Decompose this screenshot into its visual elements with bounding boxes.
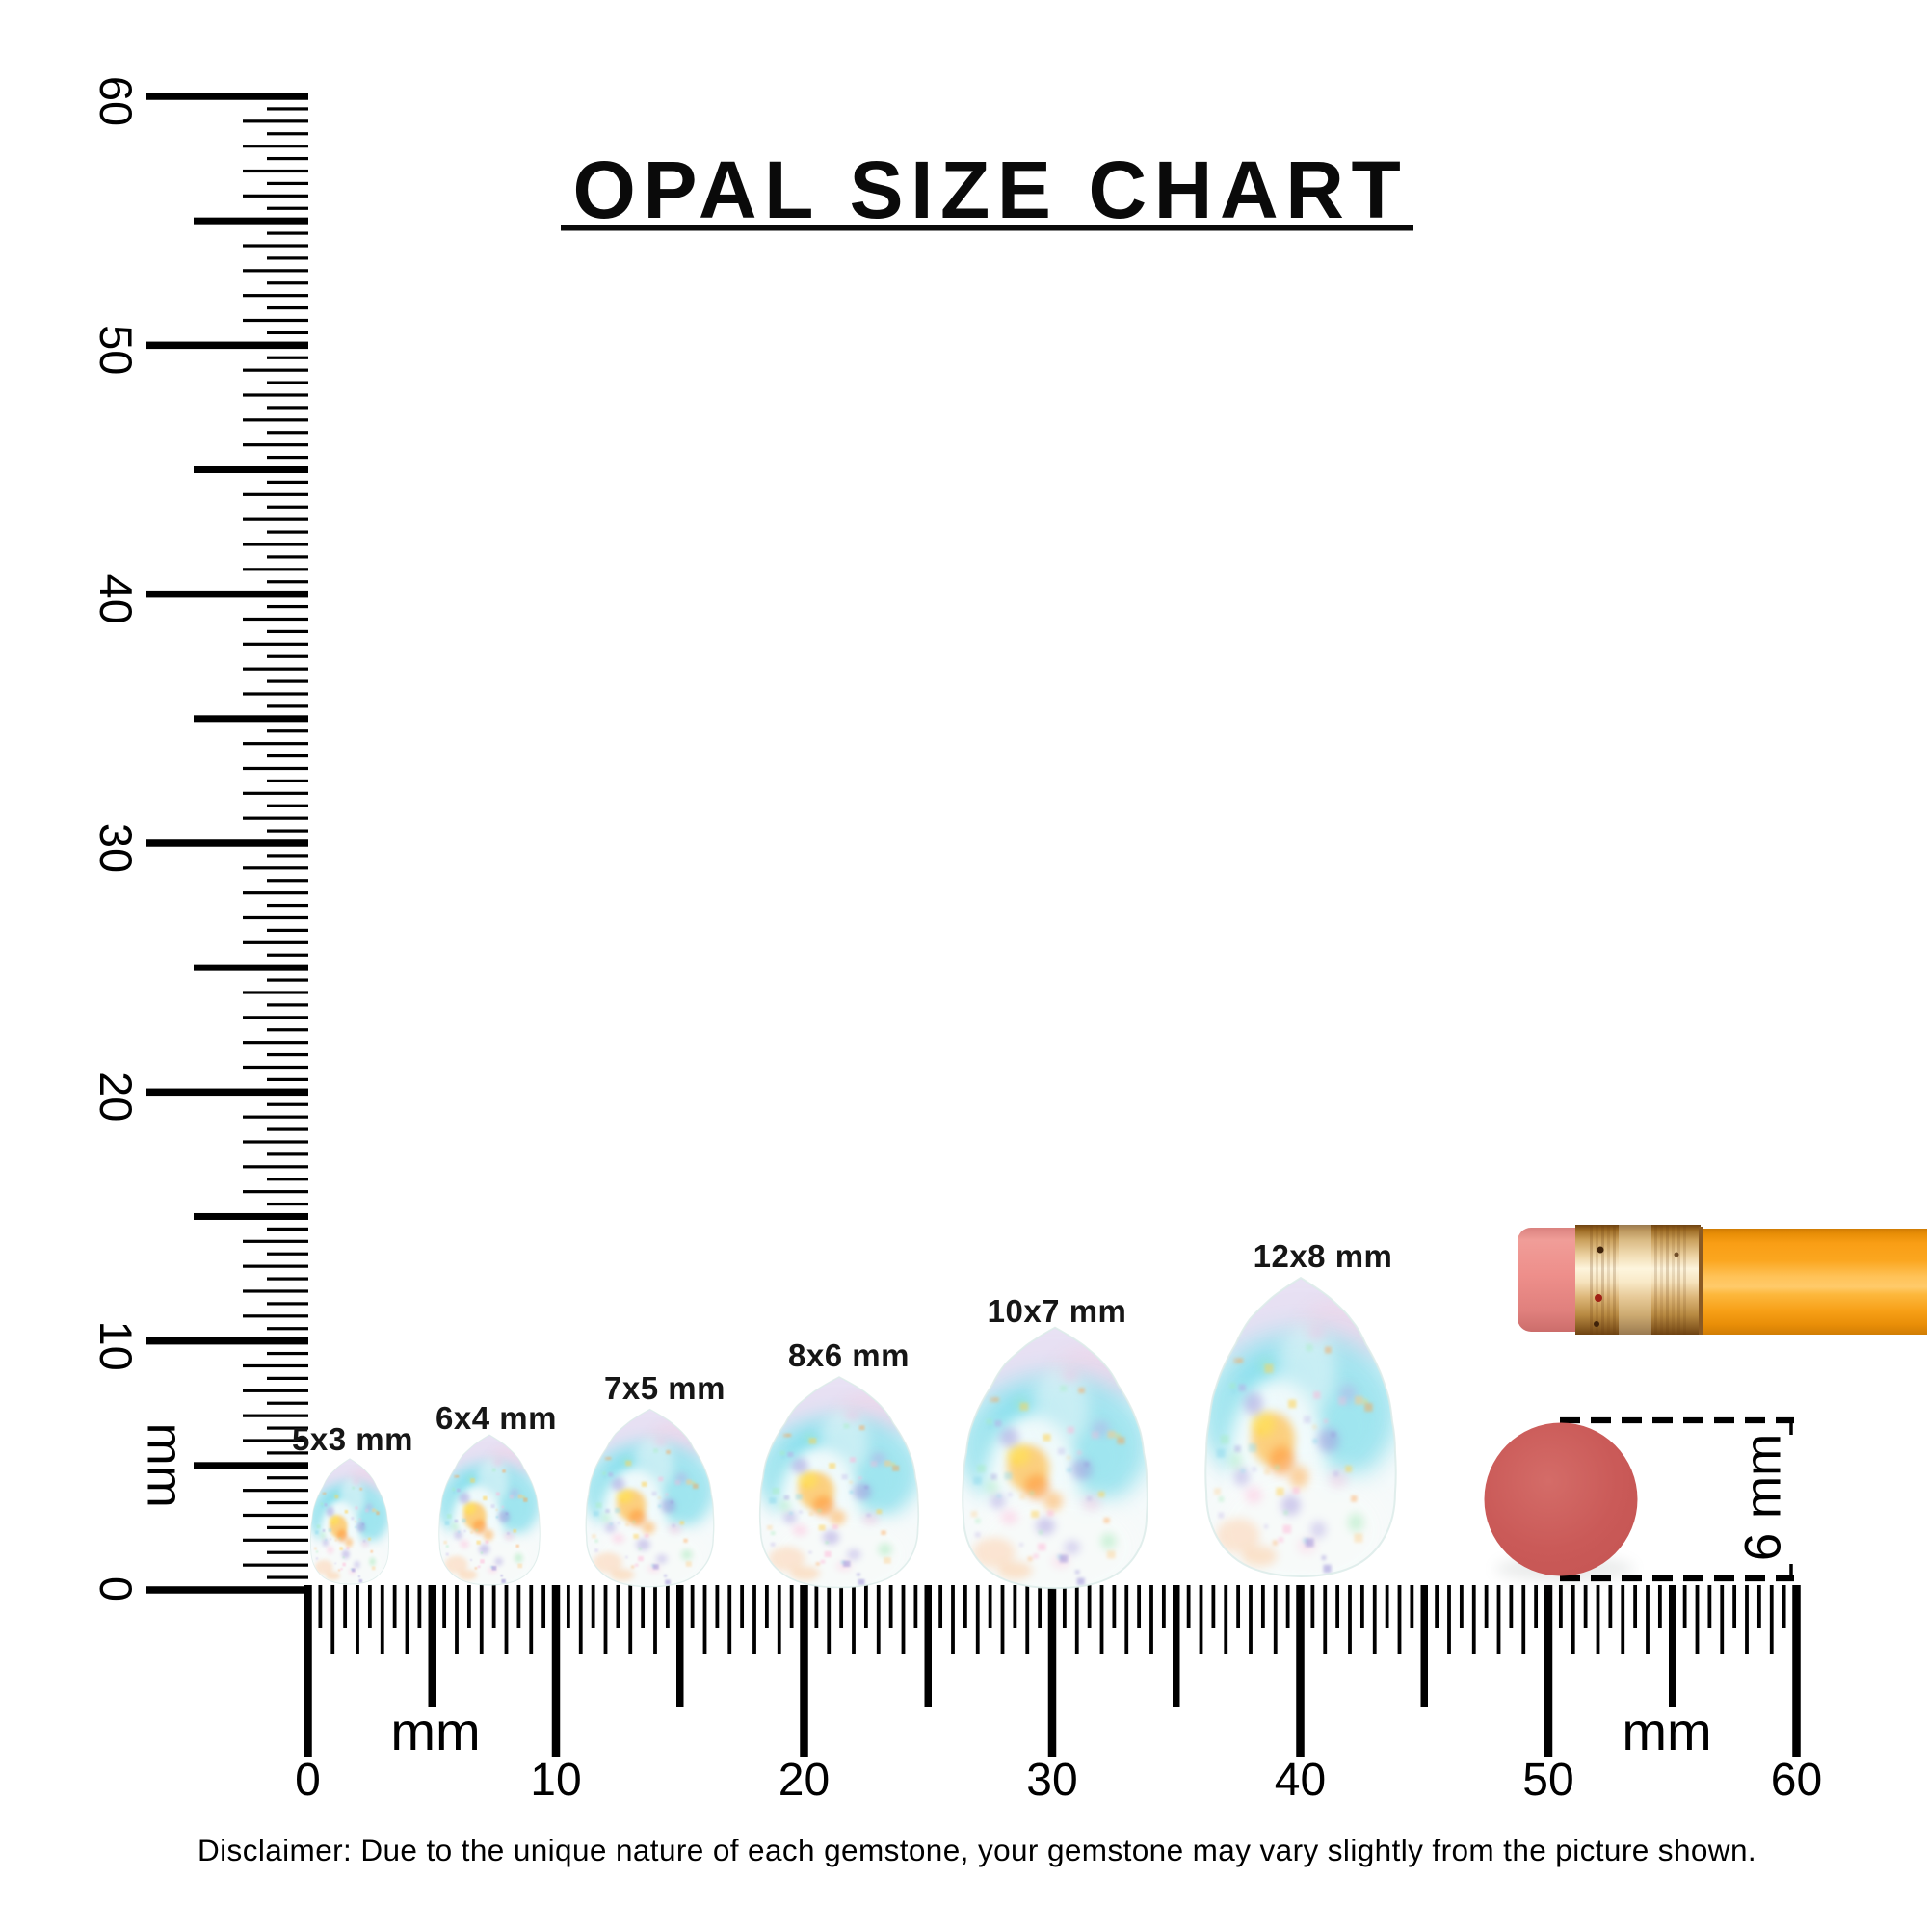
svg-text:5x3 mm: 5x3 mm — [292, 1421, 413, 1457]
svg-text:Disclaimer: Due to the unique: Disclaimer: Due to the unique nature of … — [198, 1833, 1756, 1867]
svg-text:10: 10 — [530, 1755, 581, 1806]
svg-text:0: 0 — [295, 1755, 321, 1806]
svg-text:60: 60 — [91, 76, 142, 126]
svg-text:6x4 mm: 6x4 mm — [436, 1400, 557, 1436]
svg-text:mm: mm — [137, 1423, 194, 1508]
svg-text:40: 40 — [91, 574, 142, 624]
svg-text:OPAL SIZE CHART: OPAL SIZE CHART — [573, 145, 1409, 235]
svg-text:20: 20 — [91, 1072, 142, 1122]
svg-text:10: 10 — [91, 1320, 142, 1370]
svg-text:60: 60 — [1771, 1755, 1822, 1806]
svg-text:7x5 mm: 7x5 mm — [604, 1370, 726, 1406]
svg-text:50: 50 — [1522, 1755, 1573, 1806]
svg-text:12x8 mm: 12x8 mm — [1254, 1238, 1393, 1274]
svg-text:10x7 mm: 10x7 mm — [988, 1293, 1127, 1329]
svg-text:0: 0 — [91, 1576, 142, 1601]
svg-text:40: 40 — [1275, 1755, 1326, 1806]
svg-text:30: 30 — [1026, 1755, 1077, 1806]
svg-text:mm: mm — [1622, 1701, 1711, 1761]
svg-text:6 mm: 6 mm — [1735, 1434, 1792, 1562]
svg-text:8x6 mm: 8x6 mm — [788, 1337, 910, 1373]
svg-text:30: 30 — [91, 823, 142, 873]
svg-text:20: 20 — [779, 1755, 830, 1806]
svg-text:mm: mm — [390, 1701, 480, 1761]
svg-text:50: 50 — [91, 325, 142, 375]
